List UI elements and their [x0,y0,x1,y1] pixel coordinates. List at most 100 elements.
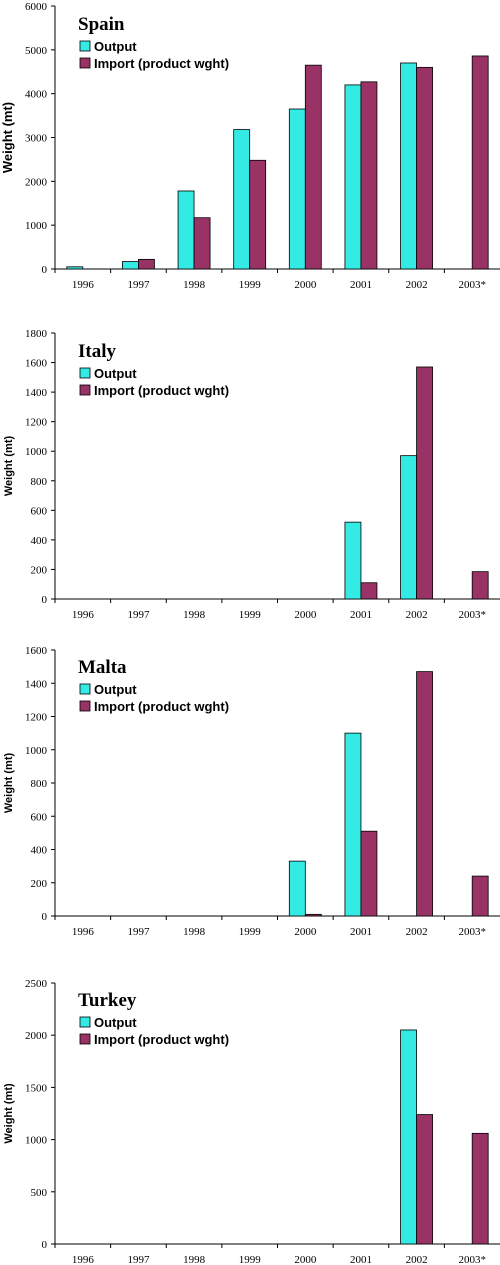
x-tick-label: 2003* [458,926,486,938]
y-tick-label: 600 [31,505,48,517]
y-tick-label: 2000 [25,176,48,188]
y-tick-label: 400 [31,535,48,547]
x-tick-label: 1999 [239,926,262,938]
chart-panel-malta: 0 200 400 600 800 1000 1200 1400 1600 1996 1997 199… [3,645,500,938]
y-tick-label: 1800 [25,328,48,340]
x-tick-label: 2002 [406,279,428,291]
output-bar-2000 [288,108,306,270]
output-bar-1998 [177,190,195,270]
y-tick-label: 3000 [25,133,48,145]
legend-swatch-import [79,700,91,712]
import-bar-2003* [471,55,489,270]
output-bar-2002 [400,455,417,600]
x-tick-label: 1999 [239,609,262,621]
chart-panel-turkey: 0 500 1000 1500 2000 2500 1996 1997 1998 1999 2000… [3,978,500,1265]
chart-title: Italy [78,341,117,362]
x-tick-label: 2002 [406,609,428,621]
legend-swatch-output [79,1016,91,1028]
legend-swatch-output [79,367,91,379]
x-tick-label: 1999 [239,279,262,291]
import-bar-2001 [360,830,378,917]
output-bar-2002 [400,62,417,270]
x-tick-label: 1996 [72,279,95,291]
x-tick-label: 2001 [350,279,372,291]
y-tick-label: 0 [42,1239,48,1251]
y-tick-label: 1400 [25,387,48,399]
y-tick-label: 0 [42,594,48,606]
legend-label-import: Import (product wght) [94,699,229,714]
y-tick-label: 200 [31,564,48,576]
legend-label-output: Output [94,1015,137,1030]
x-tick-label: 2000 [294,279,317,291]
y-tick-label: 2000 [25,1030,48,1042]
output-bar-1997 [122,261,139,270]
import-bar-1997 [138,258,155,270]
y-tick-label: 1500 [25,1082,48,1094]
x-tick-label: 1996 [72,1254,95,1265]
y-tick-label: 1600 [25,358,48,370]
x-tick-label: 2003* [458,279,486,291]
y-tick-label: 800 [31,778,48,790]
import-bar-2003* [471,571,489,600]
y-tick-label: 1000 [25,1135,48,1147]
legend-swatch-import [79,57,91,69]
import-bar-2000 [304,64,322,270]
output-bar-2002 [400,1029,417,1245]
x-tick-label: 2002 [406,926,428,938]
x-tick-label: 2000 [294,609,317,621]
x-tick-label: 1997 [127,279,150,291]
y-tick-label: 1000 [25,220,48,232]
y-tick-label: 0 [42,911,48,923]
output-bar-1996 [66,266,84,270]
legend-label-import: Import (product wght) [94,383,229,398]
y-axis-label: Weight (mt) [0,102,15,173]
y-tick-label: 0 [42,264,48,276]
x-tick-label: 1997 [127,1254,150,1265]
chart-title: Malta [78,657,127,678]
import-bar-2003* [471,875,489,917]
import-bar-2002 [416,671,433,917]
y-tick-label: 1000 [25,745,48,757]
x-tick-label: 1996 [72,609,95,621]
x-tick-label: 2001 [350,1254,372,1265]
y-tick-label: 1000 [25,446,48,458]
x-tick-label: 1998 [183,1254,206,1265]
import-bar-2000 [304,913,322,917]
x-tick-label: 2001 [350,609,372,621]
x-tick-label: 1998 [183,279,206,291]
output-bar-1999 [233,129,251,270]
x-tick-label: 2003* [458,1254,486,1265]
x-tick-label: 1999 [239,1254,262,1265]
y-tick-label: 5000 [25,45,48,57]
import-bar-1998 [193,217,211,270]
x-tick-label: 1998 [183,609,206,621]
y-axis-label: Weight (mt) [3,753,15,814]
legend-label-output: Output [94,682,137,697]
y-tick-label: 800 [31,476,48,488]
output-bar-2001 [344,84,362,270]
y-axis-label: Weight (mt) [3,436,15,497]
x-tick-label: 1996 [72,926,95,938]
chart-title: Spain [78,14,125,35]
y-tick-label: 2500 [25,978,48,990]
output-bar-2000 [288,860,306,917]
x-tick-label: 2001 [350,926,372,938]
y-tick-label: 1200 [25,417,48,429]
chart-panel-spain: 0 1000 2000 3000 4000 5000 6000 1996 1997 1998 199… [0,1,500,291]
legend-swatch-output [79,683,91,695]
legend-swatch-import [79,384,91,396]
output-bar-2001 [344,732,362,917]
import-bar-2002 [416,366,433,600]
legend-swatch-output [79,40,91,52]
y-tick-label: 200 [31,878,48,890]
import-bar-2001 [360,582,378,600]
y-tick-label: 1400 [25,678,48,690]
y-axis-label: Weight (mt) [3,1083,15,1144]
y-tick-label: 4000 [25,89,48,101]
legend-label-output: Output [94,39,137,54]
x-tick-label: 1998 [183,926,206,938]
legend-swatch-import [79,1033,91,1045]
x-tick-label: 2002 [406,1254,428,1265]
